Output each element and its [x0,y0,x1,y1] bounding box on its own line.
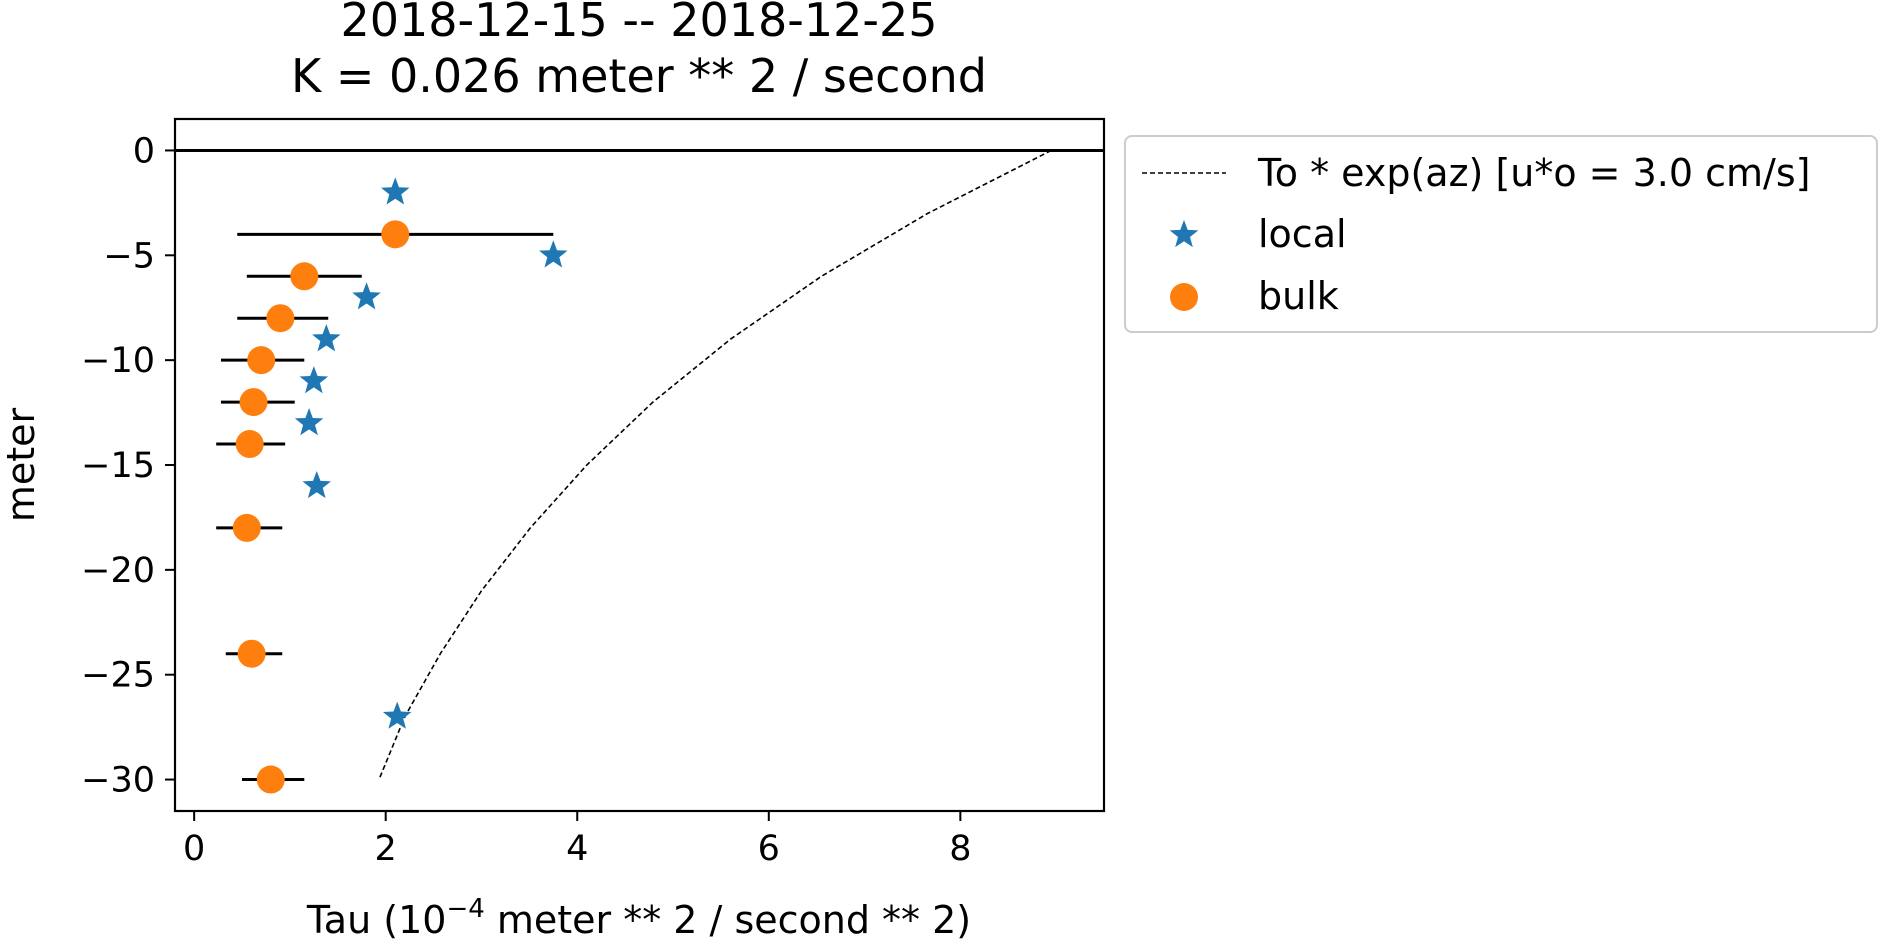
local-point [381,177,410,205]
local-point [302,470,332,499]
local-point [539,240,568,268]
local-point [312,324,341,352]
local-point [299,366,329,394]
bulk-point [290,262,319,291]
y-tick-label: −30 [81,761,155,801]
y-tick-label: −25 [81,656,155,696]
chart-title-line-2: K = 0.026 meter ** 2 / second [291,49,987,103]
local-point [382,701,412,729]
x-tick-label: 4 [566,829,588,869]
x-tick-label: 0 [183,829,205,869]
model-curve [378,149,1052,780]
y-tick-label: −10 [81,341,155,381]
bulk-point [256,765,285,794]
legend-entry-bulk: bulk [1258,274,1339,318]
legend-entry-local: local [1258,212,1347,256]
x-tick-label: 8 [949,829,971,869]
y-tick-label: −20 [81,551,155,591]
local-point [294,408,324,436]
local-point [352,282,381,310]
x-axis-label: Tau (10−4 meter ** 2 / second ** 2) [306,894,971,942]
y-tick-label: −5 [103,236,155,276]
plot-area [175,148,1104,794]
bulk-point [266,304,295,333]
bulk-point [232,513,261,542]
x-axis-label-exponent: −4 [446,894,484,924]
legend-bulk-circle-swatch [1170,283,1198,311]
y-axis: 0 −5 −10 −15 −20 −25 −30 [81,131,175,801]
chart-title: 2018-12-15 -- 2018-12-25 K = 0.026 meter… [291,0,987,103]
x-tick-label: 2 [375,829,397,869]
legend-box [1124,135,1878,333]
y-tick-label: −15 [81,446,155,486]
x-axis: 0 2 4 6 8 [183,811,971,869]
bulk-point [247,346,276,375]
x-tick-label: 6 [758,829,780,869]
legend: To * exp(az) [u*o = 3.0 cm/s] local bulk [1124,135,1878,333]
y-axis-label: meter [0,407,43,522]
y-tick-label: 0 [133,131,155,171]
x-axis-label-prefix: Tau (10 [306,898,447,942]
chart-title-line-1: 2018-12-15 -- 2018-12-25 [340,0,937,47]
bulk-point [381,220,410,249]
bulk-point [239,388,268,417]
legend-entry-model: To * exp(az) [u*o = 3.0 cm/s] [1257,151,1810,195]
bulk-point [237,639,266,668]
plot-frame [173,117,1106,813]
bulk-point [235,430,264,459]
x-axis-label-suffix: meter ** 2 / second ** 2) [485,898,971,942]
legend-local-star-swatch [1169,220,1199,248]
